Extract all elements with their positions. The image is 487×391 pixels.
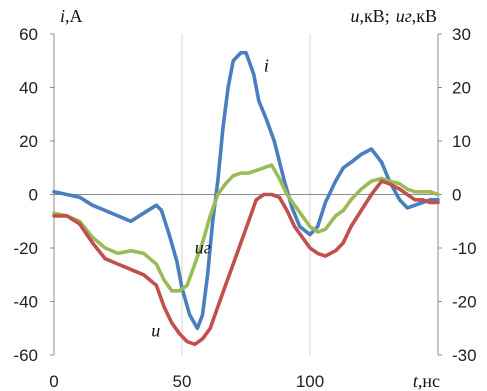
y-left-tick-label: -60 <box>13 346 38 365</box>
series-label: u <box>151 320 160 340</box>
series-line-u <box>52 179 440 347</box>
y-left-axis-title: i,A <box>60 6 83 26</box>
axes <box>50 33 442 356</box>
series-line-ug <box>52 163 440 293</box>
y-right-tick-label: 10 <box>452 132 471 151</box>
series-lines <box>52 50 440 347</box>
y-right-tick-label: -10 <box>452 239 477 258</box>
y-left-tick-label: -20 <box>13 239 38 258</box>
series-label: uг <box>195 237 211 257</box>
x-tick-label: 50 <box>173 372 192 391</box>
y-left-tick-label: -40 <box>13 293 38 312</box>
series-label: i <box>264 55 269 75</box>
y-right-tick-label: -30 <box>452 346 477 365</box>
y-right-tick-label: 30 <box>452 25 471 44</box>
y-right-tick-label: -20 <box>452 293 477 312</box>
y-right-tick-labels: 30 20 10 0 -10 -20 -30 <box>452 25 477 365</box>
y-right-tick-label: 0 <box>452 186 461 205</box>
y-left-tick-label: 60 <box>19 25 38 44</box>
series-line-i <box>52 50 440 331</box>
x-tick-labels: 0 50 100 <box>49 372 324 391</box>
y-left-tick-label: 40 <box>19 79 38 98</box>
x-tick-label: 0 <box>49 372 58 391</box>
x-axis-title: t,нс <box>413 371 440 391</box>
y-left-tick-labels: 60 40 20 0 -20 -40 -60 <box>13 25 38 365</box>
y-right-axis-title: u,кВ; uг,кВ <box>350 6 437 26</box>
y-right-tick-label: 20 <box>452 79 471 98</box>
y-left-tick-label: 0 <box>29 186 38 205</box>
series-labels: i uг u <box>151 55 269 340</box>
y-left-tick-label: 20 <box>19 132 38 151</box>
x-tick-label: 100 <box>296 372 324 391</box>
